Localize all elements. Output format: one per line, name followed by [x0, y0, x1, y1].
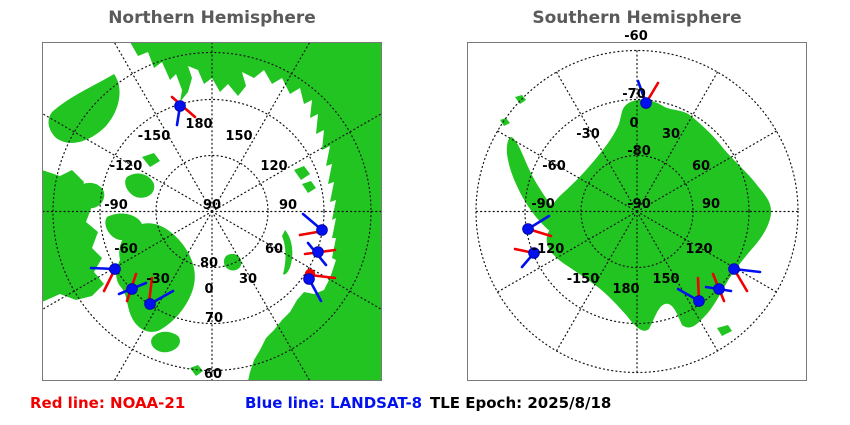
latitude-circle — [524, 98, 750, 325]
graticule-label: -90 — [104, 198, 128, 213]
satellite-marker-dot — [303, 273, 315, 285]
landmass-antarctica — [546, 99, 772, 331]
graticule-label: 30 — [239, 272, 257, 287]
meridian-line — [636, 71, 719, 213]
meridian-line — [636, 130, 778, 213]
graticule-label: 90 — [279, 198, 297, 213]
legend-tle-epoch: TLE Epoch: 2025/8/18 — [430, 394, 612, 412]
landmass-greenland — [116, 223, 195, 332]
landmass-north-america — [42, 170, 104, 302]
legend-blue-line: Blue line: LANDSAT-8 — [245, 394, 423, 412]
graticule-label: -120 — [110, 159, 143, 174]
island-arctic-4 — [142, 153, 160, 167]
north-hemisphere-map: 180 -150 150 -120 120 -90 90 90 -60 60 80 -30 30 0 70 6… — [42, 42, 382, 382]
graticule-label: -150 — [567, 272, 600, 287]
satellite-marker-dot — [126, 283, 138, 295]
graticule-label: -60 — [624, 29, 648, 44]
satellite-marker-dot — [109, 263, 121, 275]
graticule-label: -120 — [532, 242, 565, 257]
south-overlay: -60 -70 0 -30 30 -80 -60 60 -90 -90 90 -120 120 -150 1… — [513, 29, 762, 307]
graticule-label: -90 — [627, 197, 651, 212]
satellite-marker-dot — [312, 246, 324, 258]
island-arctic-3 — [125, 173, 155, 198]
graticule-label: 0 — [629, 116, 638, 131]
graticule-label: 150 — [652, 272, 679, 287]
meridian-line — [496, 130, 638, 213]
island-south-1 — [515, 95, 526, 104]
legend: Red line: NOAA-21 Blue line: LANDSAT-8 T… — [0, 394, 850, 416]
island-novaya-zemlya — [282, 230, 293, 275]
island-svalbard — [223, 253, 242, 271]
graticule-label: 120 — [260, 159, 287, 174]
satellite-marker-dot — [528, 247, 540, 259]
graticule-label: 150 — [225, 129, 252, 144]
satellite-marker-dot — [640, 97, 652, 109]
north-panel-border — [42, 42, 382, 381]
meridian-line — [636, 210, 719, 352]
graticule-label: -60 — [542, 159, 566, 174]
south-graticule — [475, 49, 799, 374]
satellite-marker-dot — [713, 283, 725, 295]
south-landmasses — [500, 95, 772, 336]
graticule-label: 120 — [685, 242, 712, 257]
graticule-label: 60 — [265, 242, 283, 257]
meridian-line — [555, 71, 638, 213]
meridian-line — [555, 210, 638, 352]
satellite-marker-dot — [728, 263, 740, 275]
graticule-label: -30 — [576, 127, 600, 142]
island-uk — [190, 365, 203, 376]
graticule-label: -150 — [138, 129, 171, 144]
satellite-marker-dot — [174, 100, 186, 112]
graticule-label: 90 — [203, 198, 221, 213]
graticule-label: -30 — [146, 272, 170, 287]
legend-red-line: Red line: NOAA-21 — [30, 394, 186, 412]
satellite-marker-dot — [144, 298, 156, 310]
island-severnaya-1 — [294, 166, 310, 180]
north-map-title: Northern Hemisphere — [108, 8, 316, 28]
graticule-label: 30 — [662, 127, 680, 142]
graticule-label: 180 — [612, 282, 639, 297]
graticule-label: 60 — [204, 367, 222, 382]
north-graticule — [42, 42, 382, 381]
island-iceland — [151, 331, 180, 353]
graticule-label: -80 — [627, 144, 651, 159]
graticule-label: -60 — [114, 242, 138, 257]
island-south-3 — [717, 325, 732, 336]
island-south-2 — [500, 118, 510, 126]
south-map-title: Southern Hemisphere — [532, 8, 742, 28]
graticule-label: 90 — [702, 197, 720, 212]
graticule-label: -70 — [622, 87, 646, 102]
meridian-line — [636, 210, 778, 293]
latitude-circle — [99, 98, 325, 325]
landmass-antarctic-peninsula — [506, 137, 564, 234]
south-panel-border — [467, 42, 807, 381]
graticule-label: 60 — [692, 159, 710, 174]
landmass-alaska — [48, 74, 120, 143]
satellite-marker-dot — [693, 295, 705, 307]
satellite-marker-dot — [522, 223, 534, 235]
satellite-marker-dot — [316, 224, 328, 236]
north-overlay: 180 -150 150 -120 120 -90 90 90 -60 60 80 -30 30 0 70 6… — [89, 95, 337, 382]
graticule-label: 180 — [185, 117, 212, 132]
meridian-line — [496, 210, 638, 293]
graticule-label: 80 — [200, 256, 218, 271]
south-hemisphere-map: -60 -70 0 -30 30 -80 -60 60 -90 -90 90 -120 120 -150 1… — [467, 29, 807, 381]
graticule-label: 70 — [205, 311, 223, 326]
graticule-label: -90 — [531, 197, 555, 212]
graticule-label: 0 — [204, 282, 213, 297]
island-arctic-1 — [75, 182, 105, 209]
island-severnaya-2 — [302, 181, 316, 193]
